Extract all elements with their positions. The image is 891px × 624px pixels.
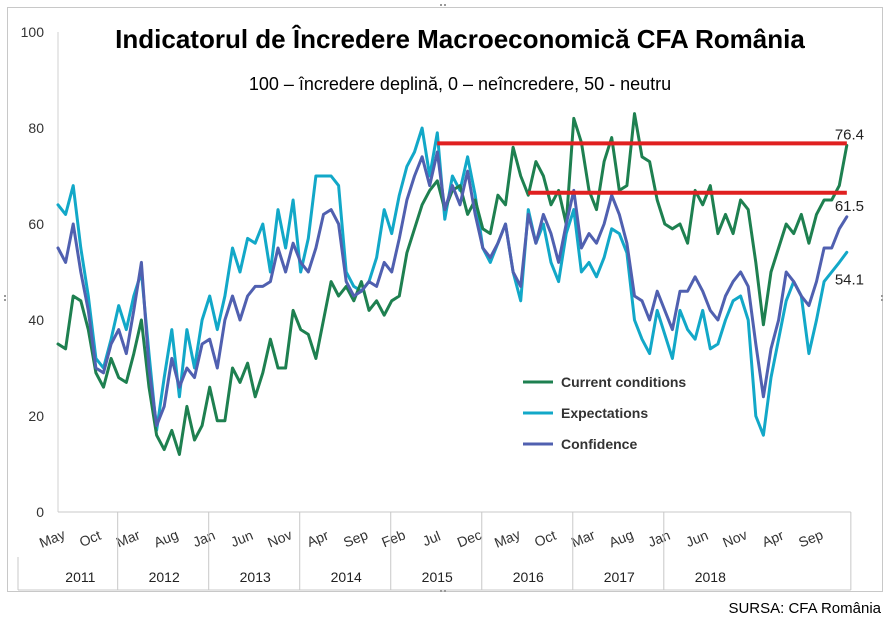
x-tick-label: Feb — [379, 526, 408, 550]
x-tick-label: Sep — [341, 526, 370, 550]
series-line-current-conditions — [56, 112, 849, 456]
x-tick-label: Sep — [796, 526, 825, 550]
resize-handle-bottom[interactable] — [440, 590, 446, 598]
x-tick-label: Nov — [720, 526, 749, 550]
x-tick-label: May — [492, 526, 523, 551]
x-tick-label: Jan — [190, 527, 217, 550]
year-label: 2014 — [331, 569, 362, 585]
x-tick-label: Jul — [420, 528, 443, 550]
x-tick-label: Apr — [760, 527, 787, 550]
year-label: 2011 — [65, 569, 95, 585]
legend-label: Current conditions — [561, 374, 686, 390]
x-tick-label: Jan — [645, 527, 672, 550]
series-line-confidence — [56, 150, 849, 428]
chart-subtitle: 100 – încredere deplină, 0 – neîncredere… — [248, 74, 672, 94]
x-tick-label: Dec — [455, 526, 484, 550]
resize-handle-right[interactable] — [881, 295, 889, 301]
legend-label: Confidence — [561, 436, 637, 452]
y-tick-label: 40 — [28, 312, 44, 328]
year-label: 2015 — [422, 569, 453, 585]
x-tick-label: Nov — [265, 526, 294, 550]
resize-handle-left[interactable] — [4, 295, 12, 301]
y-tick-label: 20 — [28, 408, 44, 424]
x-tick-label: Oct — [532, 527, 558, 550]
legend-label: Expectations — [561, 405, 648, 421]
source-note: SURSA: CFA România — [728, 600, 881, 617]
chart-legend: Current conditions Expectations Confidence — [523, 374, 686, 452]
x-tick-label: Oct — [77, 527, 103, 550]
end-value-label: 54.1 — [835, 271, 864, 288]
x-tick-label: May — [37, 526, 68, 551]
y-tick-label: 60 — [28, 216, 44, 232]
end-value-label: 76.4 — [835, 126, 864, 143]
x-tick-label: Apr — [305, 527, 332, 550]
x-tick-label: Aug — [606, 526, 635, 550]
y-tick-label: 0 — [36, 504, 44, 520]
year-label: 2018 — [695, 569, 726, 585]
x-tick-label: Aug — [151, 526, 180, 550]
chart-title: Indicatorul de Încredere Macroeconomică … — [115, 24, 805, 54]
y-tick-label: 100 — [21, 24, 45, 40]
end-value-label: 61.5 — [835, 198, 864, 215]
series-line-expectations — [56, 126, 849, 437]
year-label: 2017 — [604, 569, 635, 585]
y-tick-label: 80 — [28, 120, 44, 136]
year-label: 2012 — [149, 569, 180, 585]
year-label: 2016 — [513, 569, 544, 585]
x-tick-label: Jun — [683, 527, 710, 550]
x-tick-label: Jun — [228, 527, 255, 550]
year-label: 2013 — [240, 569, 271, 585]
resize-handle-top[interactable] — [440, 4, 446, 12]
